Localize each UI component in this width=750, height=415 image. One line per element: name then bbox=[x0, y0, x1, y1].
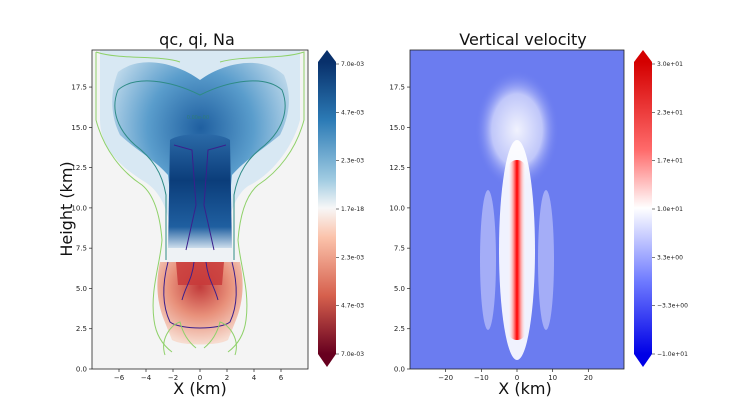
x-tick-label: 10 bbox=[548, 374, 557, 382]
left-rain-core bbox=[176, 262, 224, 285]
right-colorbar-bar bbox=[634, 62, 652, 354]
left-y-ticks: 0.0 2.5 5.0 7.5 10.0 12.5 15.0 17.5 bbox=[71, 84, 92, 374]
left-core bbox=[168, 134, 232, 250]
x-tick-label: 20 bbox=[584, 374, 593, 382]
left-colorbar-bottom-arrow bbox=[318, 354, 336, 367]
y-tick-label: 12.5 bbox=[389, 164, 405, 172]
right-chart-title: Vertical velocity bbox=[459, 30, 587, 49]
y-tick-label: 17.5 bbox=[389, 84, 405, 92]
right-y-ticks: 0.0 2.5 5.0 7.5 10.0 12.5 15.0 17.5 bbox=[389, 84, 410, 374]
y-tick-label: 0.0 bbox=[394, 366, 405, 374]
right-colorbar-bottom-arrow bbox=[634, 354, 652, 367]
y-tick-label: 5.0 bbox=[76, 285, 87, 293]
y-tick-label: 2.5 bbox=[76, 325, 87, 333]
left-x-axis-label: X (km) bbox=[173, 379, 226, 398]
y-tick-label: 10.0 bbox=[71, 204, 87, 212]
left-contour-base bbox=[163, 321, 237, 356]
colorbar-tick-label: 1.7e+01 bbox=[657, 158, 683, 165]
colorbar-tick-label: −1.0e+01 bbox=[657, 351, 688, 358]
left-colorbar-ticks: 7.0e-03 4.7e-03 2.3e-03 1.7e-18 2.3e-03 4.7e-… bbox=[336, 61, 364, 358]
left-chart-title: qc, qi, Na bbox=[159, 30, 235, 49]
right-upper-plume bbox=[475, 70, 559, 190]
y-tick-label: 15.0 bbox=[71, 124, 87, 132]
y-tick-label: 17.5 bbox=[71, 84, 87, 92]
x-tick-label: −4 bbox=[141, 374, 152, 382]
colorbar-tick-label: 7.0e-03 bbox=[341, 61, 364, 68]
colorbar-tick-label: 3.3e+00 bbox=[657, 254, 683, 261]
left-y-axis-label: Height (km) bbox=[57, 161, 76, 256]
x-tick-label: −20 bbox=[438, 374, 453, 382]
y-tick-label: 2.5 bbox=[394, 325, 405, 333]
colorbar-tick-label: 4.7e-03 bbox=[341, 109, 364, 116]
y-tick-label: 5.0 bbox=[394, 285, 405, 293]
y-tick-label: 7.5 bbox=[76, 245, 87, 253]
colorbar-tick-label: 2.3e-03 bbox=[341, 254, 364, 261]
left-colorbar: 7.0e-03 4.7e-03 2.3e-03 1.7e-18 2.3e-03 4.7e-… bbox=[318, 50, 364, 367]
left-contour-outer bbox=[95, 51, 305, 353]
right-colorbar: 3.0e+01 2.3e+01 1.7e+01 1.0e+01 3.3e+00 −3.3e… bbox=[634, 50, 688, 367]
right-updraft-core bbox=[508, 160, 526, 340]
left-panel: qc, qi, Na 0.00e-00 −6 −4 −2 0 2 4 6 0.0 2.5 5.0… bbox=[57, 30, 364, 398]
right-downdraft-left bbox=[480, 190, 496, 330]
x-tick-label: 0 bbox=[515, 374, 519, 382]
colorbar-tick-label: 1.0e+01 bbox=[657, 206, 683, 213]
left-colorbar-bar bbox=[318, 62, 336, 354]
x-tick-label: 0 bbox=[198, 374, 202, 382]
y-tick-label: 10.0 bbox=[389, 204, 405, 212]
colorbar-tick-label: 7.0e-03 bbox=[341, 351, 364, 358]
colorbar-tick-label: 2.3e-03 bbox=[341, 158, 364, 165]
x-tick-label: 4 bbox=[252, 374, 257, 382]
x-tick-label: −10 bbox=[474, 374, 489, 382]
right-x-ticks: −20 −10 0 10 20 bbox=[438, 369, 593, 382]
y-tick-label: 0.0 bbox=[76, 366, 87, 374]
colorbar-tick-label: 2.3e+01 bbox=[657, 109, 683, 116]
left-contour-label: 0.00e-00 bbox=[187, 115, 209, 121]
left-contour-purple-lower bbox=[163, 261, 237, 329]
colorbar-tick-label: 3.0e+01 bbox=[657, 61, 683, 68]
left-contour-purple-upper bbox=[173, 144, 227, 251]
x-tick-label: −6 bbox=[114, 374, 125, 382]
right-downdraft-right bbox=[538, 190, 554, 330]
colorbar-tick-label: 4.7e-03 bbox=[341, 303, 364, 310]
y-tick-label: 15.0 bbox=[389, 124, 405, 132]
right-panel: Vertical velocity −20 −10 0 10 20 0.0 2.5 5.0 7… bbox=[389, 30, 688, 398]
left-x-ticks: −6 −4 −2 0 2 4 6 bbox=[114, 369, 284, 382]
right-colorbar-ticks: 3.0e+01 2.3e+01 1.7e+01 1.0e+01 3.3e+00 −3.3e… bbox=[652, 61, 688, 358]
x-tick-label: −2 bbox=[168, 374, 178, 382]
colorbar-tick-label: 1.7e-18 bbox=[341, 206, 364, 213]
y-tick-label: 7.5 bbox=[394, 245, 405, 253]
left-contour-teal bbox=[114, 80, 286, 260]
right-colorbar-top-arrow bbox=[634, 50, 652, 62]
x-tick-label: 6 bbox=[279, 374, 284, 382]
y-tick-label: 12.5 bbox=[71, 164, 87, 172]
colorbar-tick-label: −3.3e+00 bbox=[657, 303, 688, 310]
left-melting-band bbox=[168, 248, 232, 262]
right-x-axis-label: X (km) bbox=[498, 379, 551, 398]
x-tick-label: 2 bbox=[225, 374, 229, 382]
left-colorbar-top-arrow bbox=[318, 50, 336, 62]
